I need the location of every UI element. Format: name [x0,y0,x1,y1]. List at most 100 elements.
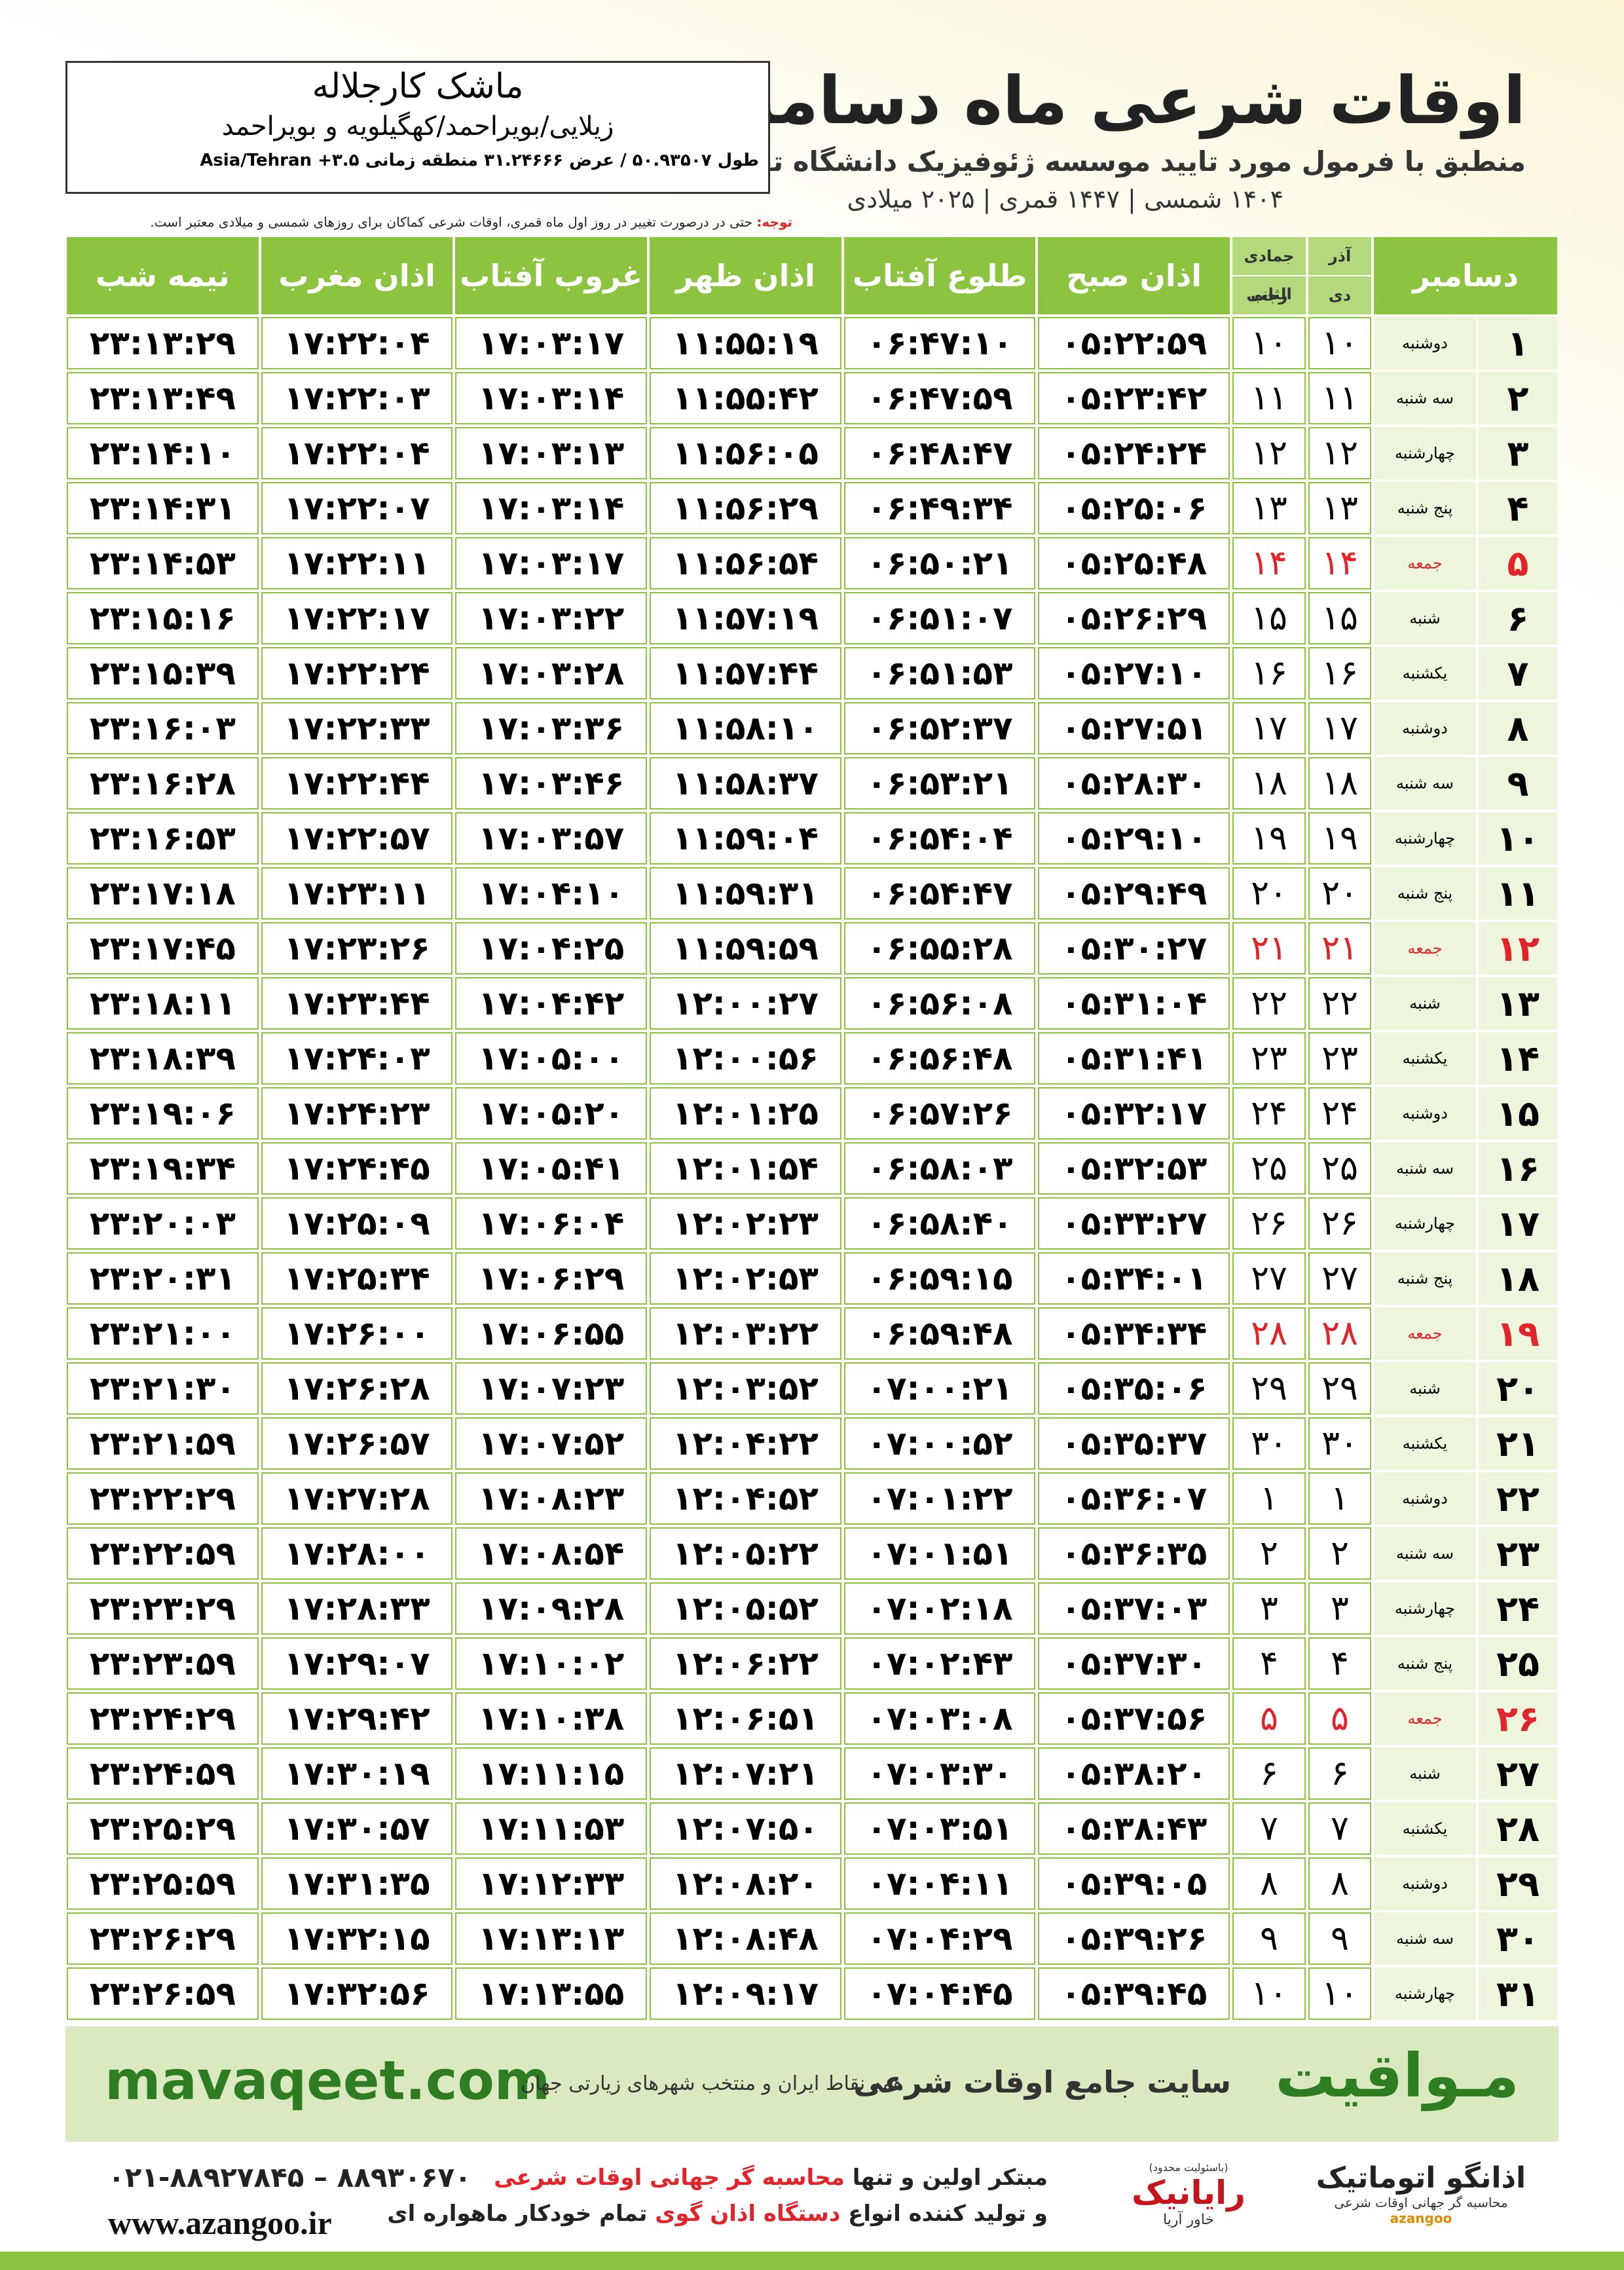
table-cell: ۱۷:۰۴:۱۰ [455,867,648,920]
table-cell: ۰۵:۲۵:۴۸ [1038,537,1230,589]
header-cell: نیمه شب [67,237,259,314]
years: ۱۴۰۴ شمسی | ۱۴۴۷ قمری | ۲۰۲۵ میلادی [847,185,1283,214]
table-cell: ۱۱:۵۹:۵۹ [650,922,841,975]
table-cell: ۱۷:۰۵:۰۰ [455,1032,648,1085]
table-cell: ۱۷:۲۲:۱۱ [261,537,453,589]
table-cell: ۴ [1308,1637,1371,1690]
table-row: ۲۵ پنج شنبه ۴ ۴ ۰۵:۳۷:۳۰ ۰۷:۰۲:۴۳ ۱۲:۰۶:۲۲ ۱۷:۱… [67,1637,1557,1690]
table-cell: ۱۱:۵۵:۱۹ [650,317,841,369]
table-cell: ۰۵:۳۴:۰۱ [1038,1252,1230,1305]
table-cell: ۱۷:۲۲:۵۷ [261,812,453,865]
table-row: ۱۹ جمعه ۲۸ ۲۸ ۰۵:۳۴:۳۴ ۰۶:۵۹:۴۸ ۱۲:۰۳:۲۲ ۱۷:۰۶:… [67,1307,1557,1360]
table-row: ۳ چهارشنبه ۱۲ ۱۲ ۰۵:۲۴:۲۴ ۰۶:۴۸:۴۷ ۱۱:۵۶:۰۵ ۱۷:… [67,427,1557,479]
table-cell: ۱۱:۵۹:۰۴ [650,812,841,865]
bottom-bar [0,2252,1624,2270]
table-cell: ۹ [1308,1912,1371,1965]
table-body: ۱ دوشنبه ۱۰ ۱۰ ۰۵:۲۲:۵۹ ۰۶:۴۷:۱۰ ۱۱:۵۵:۱۹ ۱۷:۰۳… [67,317,1557,2020]
banner-url[interactable]: mavaqeet.com [105,2050,551,2112]
table-cell: ۱۷:۲۳:۴۴ [261,977,453,1030]
table-cell: سه شنبه [1374,1527,1476,1580]
table-cell: ۱۷:۱۳:۵۵ [455,1967,648,2020]
table-cell: ۱۷:۰۶:۰۴ [455,1197,648,1250]
header-cell: اذان مغرب [261,237,453,314]
table-cell: ۱۱:۵۹:۳۱ [650,867,841,920]
table-cell: ۱۷:۲۲:۰۴ [261,317,453,369]
footer-line: و تولید کننده انواع دستگاه اذان گوی تمام… [387,2201,1048,2227]
location-region: زیلایی/بویراحمد/کهگیلویه و بویراحمد [221,111,614,141]
table-cell: سه شنبه [1374,1912,1476,1965]
table-cell: ۱۲:۰۶:۵۱ [650,1692,841,1745]
table-cell: ۱۷:۰۷:۲۳ [455,1362,648,1415]
header-top: آذر [1328,247,1352,265]
table-cell: ۶ [1308,1747,1371,1800]
table-cell: جمعه [1374,922,1476,975]
table-cell: ۰۶:۴۷:۵۹ [843,372,1036,424]
table-cell: ۲۳:۲۰:۳۱ [67,1252,259,1305]
table-cell: سه شنبه [1374,372,1476,424]
text: و تولید کننده انواع [840,2201,1048,2227]
table-cell: ۰۵:۲۷:۱۰ [1038,647,1230,699]
table-cell: ۲۱ [1479,1417,1557,1470]
table-row: ۱۱ پنج شنبه ۲۰ ۲۰ ۰۵:۲۹:۴۹ ۰۶:۵۴:۴۷ ۱۱:۵۹:۳۱ ۱۷… [67,867,1557,920]
table-cell: ۲۳:۱۷:۴۵ [67,922,259,975]
table-cell: ۲۵ [1232,1142,1306,1195]
note-label: توجه: [756,214,792,230]
table-cell: ۱۲:۰۱:۲۵ [650,1087,841,1140]
table-cell: ۷ [1479,647,1557,699]
table-cell: ۰۵:۲۶:۲۹ [1038,592,1230,644]
table-cell: ۱۷:۱۳:۱۳ [455,1912,648,1965]
table-cell: ۱۲:۰۷:۲۱ [650,1747,841,1800]
logo-latin: azangoo [1390,2210,1452,2226]
table-cell: ۱۲:۰۸:۴۸ [650,1912,841,1965]
table-cell: ۲ [1232,1527,1306,1580]
table-cell: ۱۷:۰۳:۳۶ [455,702,648,754]
website[interactable]: www.azangoo.ir [108,2205,332,2241]
table-cell: ۱۷:۲۳:۲۶ [261,922,453,975]
table-cell: ۱۲:۰۳:۲۲ [650,1307,841,1360]
table-row: ۱۳ شنبه ۲۲ ۲۲ ۰۵:۳۱:۰۴ ۰۶:۵۶:۰۸ ۱۲:۰۰:۲۷ ۱۷:۰۴:… [67,977,1557,1030]
table-cell: ۳۰ [1479,1912,1557,1965]
table-cell: ۰۷:۰۳:۵۱ [843,1802,1036,1855]
table-cell: ۱۱:۵۵:۴۲ [650,372,841,424]
logo-sub: خاور آریا [1162,2212,1215,2228]
table-cell: ۲۰ [1232,867,1306,920]
table-row: ۲۹ دوشنبه ۸ ۸ ۰۵:۳۹:۰۵ ۰۷:۰۴:۱۱ ۱۲:۰۸:۲۰ ۱۷:۱۲:… [67,1857,1557,1910]
table-row: ۱۰ چهارشنبه ۱۹ ۱۹ ۰۵:۲۹:۱۰ ۰۶:۵۴:۰۴ ۱۱:۵۹:۰۴ ۱۷… [67,812,1557,865]
table-row: ۶ شنبه ۱۵ ۱۵ ۰۵:۲۶:۲۹ ۰۶:۵۱:۰۷ ۱۱:۵۷:۱۹ ۱۷:۰۳:۲… [67,592,1557,644]
table-cell: ۱۶ [1308,647,1371,699]
table-row: ۲۲ دوشنبه ۱ ۱ ۰۵:۳۶:۰۷ ۰۷:۰۱:۲۲ ۱۲:۰۴:۵۲ ۱۷:۰۸:… [67,1472,1557,1525]
header-bottom: رجب [1232,275,1306,314]
table-cell: ۱۸ [1232,757,1306,809]
table-cell: ۱۷:۲۲:۴۴ [261,757,453,809]
table-cell: ۱۸ [1308,757,1371,809]
table-cell: چهارشنبه [1374,1582,1476,1635]
table-cell: ۱۱:۵۶:۰۵ [650,427,841,479]
table-cell: ۱ [1232,1472,1306,1525]
prayer-table: دسامبر آذر دی جمادی الثانی رجب اذان صبح طلو… [64,234,1560,2022]
table-cell: ۲۲ [1308,977,1371,1030]
table-cell: ۱۲:۰۴:۲۲ [650,1417,841,1470]
table-cell: ۲۳ [1232,1032,1306,1085]
table-row: ۲۳ سه شنبه ۲ ۲ ۰۵:۳۶:۳۵ ۰۷:۰۱:۵۱ ۱۲:۰۵:۲۲ ۱۷:۰۸… [67,1527,1557,1580]
table-cell: ۱۷:۲۲:۰۷ [261,482,453,534]
table-cell: چهارشنبه [1374,812,1476,865]
table-row: ۱۵ دوشنبه ۲۴ ۲۴ ۰۵:۳۲:۱۷ ۰۶:۵۷:۲۶ ۱۲:۰۱:۲۵ ۱۷:۰… [67,1087,1557,1140]
table-cell: ۱۷:۲۹:۰۷ [261,1637,453,1690]
table-row: ۱ دوشنبه ۱۰ ۱۰ ۰۵:۲۲:۵۹ ۰۶:۴۷:۱۰ ۱۱:۵۵:۱۹ ۱۷:۰۳… [67,317,1557,369]
table-cell: شنبه [1374,1362,1476,1415]
logo: (باسئولیت محدود) رایانیک خاور آریا [1113,2161,1264,2228]
table-cell: ۱۶ [1479,1142,1557,1195]
header-cell: اذان صبح [1038,237,1230,314]
table-cell: ۲۹ [1479,1857,1557,1910]
table-cell: ۱۷:۲۵:۰۹ [261,1197,453,1250]
table-cell: ۱۷:۰۳:۱۳ [455,427,648,479]
table-cell: ۵ [1479,537,1557,589]
table-cell: ۰۶:۵۴:۴۷ [843,867,1036,920]
table-cell: ۰۵:۲۴:۲۴ [1038,427,1230,479]
table-cell: ۳ [1479,427,1557,479]
table-row: ۹ سه شنبه ۱۸ ۱۸ ۰۵:۲۸:۳۰ ۰۶:۵۳:۲۱ ۱۱:۵۸:۳۷ ۱۷:۰… [67,757,1557,809]
table-cell: ۱۱:۵۸:۳۷ [650,757,841,809]
table-cell: ۰۵:۲۹:۱۰ [1038,812,1230,865]
table-row: ۲۸ یکشنبه ۷ ۷ ۰۵:۳۸:۴۳ ۰۷:۰۳:۵۱ ۱۲:۰۷:۵۰ ۱۷:۱۱:… [67,1802,1557,1855]
table-cell: جمعه [1374,537,1476,589]
